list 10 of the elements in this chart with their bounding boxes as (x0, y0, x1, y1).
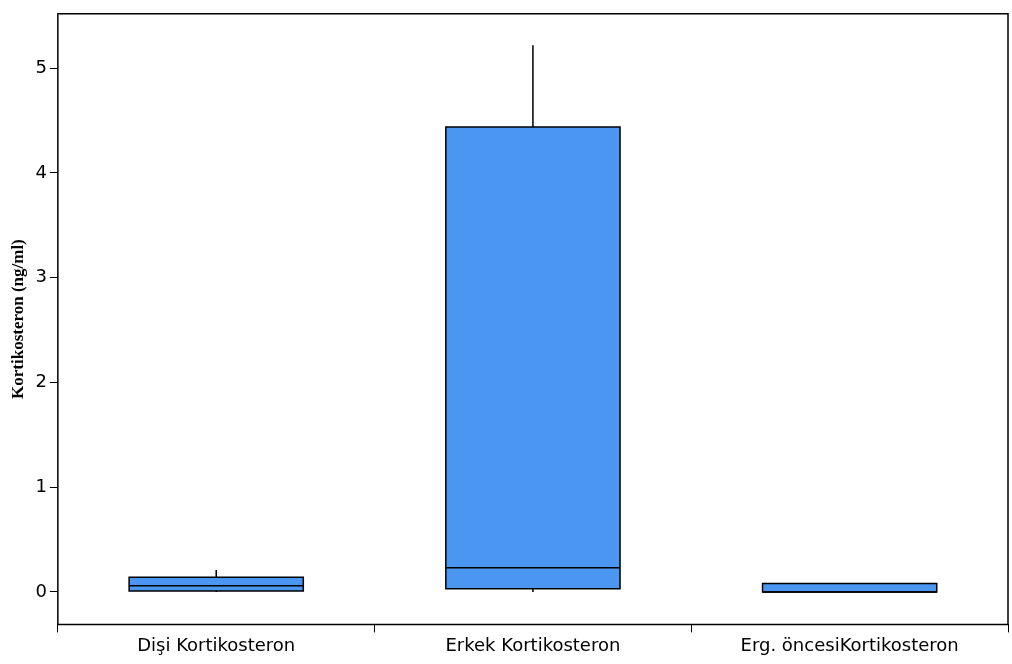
y-tick-label: 0 (35, 579, 47, 601)
y-tick-label: 4 (35, 160, 47, 182)
x-tick-label: Erg. öncesiKortikosteron (740, 633, 959, 655)
x-tick-label: Dişi Kortikosteron (137, 633, 296, 655)
y-axis-title: Kortikosteron (ng/ml) (7, 239, 27, 399)
y-tick-label: 3 (35, 265, 47, 287)
y-tick-label: 5 (35, 55, 47, 77)
x-tick-label: Erkek Kortikosteron (445, 633, 621, 655)
y-tick-label: 1 (35, 474, 47, 496)
y-tick-label: 2 (35, 370, 47, 392)
